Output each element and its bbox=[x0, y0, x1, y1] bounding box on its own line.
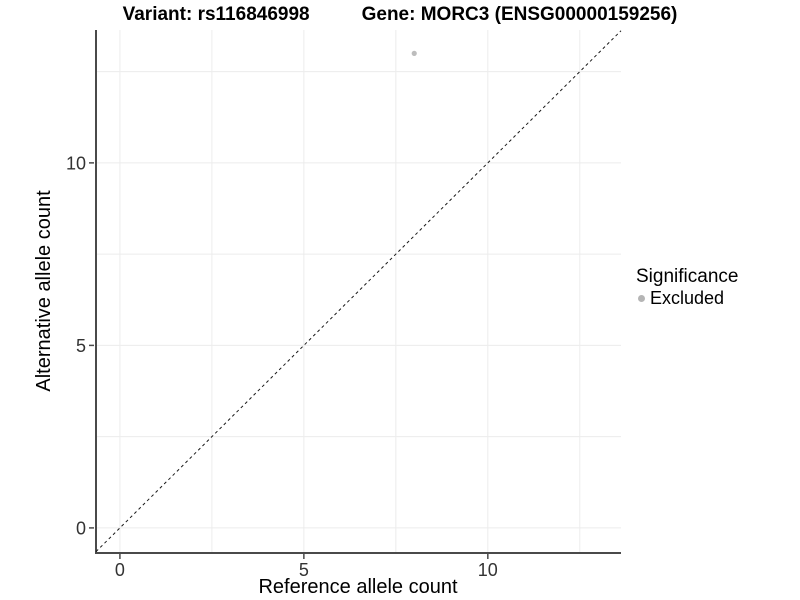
y-tick-label: 5 bbox=[76, 336, 86, 356]
plot-panel-svg: 0 5 10 0 5 10 Reference allele count Alternat… bbox=[33, 30, 622, 598]
legend-title: Significance bbox=[636, 266, 739, 287]
x-tick-label: 5 bbox=[299, 560, 309, 580]
gene-title: Gene: MORC3 (ENSG00000159256) bbox=[361, 4, 678, 25]
x-tick-label: 10 bbox=[478, 560, 498, 580]
legend-item-excluded: Excluded bbox=[636, 288, 738, 308]
legend-key-dot bbox=[638, 294, 645, 302]
x-tick-label: 0 bbox=[115, 560, 125, 580]
legend: Significance Excluded bbox=[636, 266, 738, 308]
y-tick-label: 0 bbox=[76, 518, 86, 538]
data-point bbox=[411, 50, 417, 56]
y-tick-label: 10 bbox=[66, 153, 86, 173]
title-row: Variant: rs116846998 Gene: MORC3 (ENSG00… bbox=[0, 4, 800, 26]
generated-chart-layer: 0 5 10 0 5 10 bbox=[66, 30, 622, 580]
legend-item-label: Excluded bbox=[650, 288, 725, 308]
y-axis-title: Alternative allele count bbox=[33, 190, 55, 392]
variant-title: Variant: rs116846998 bbox=[122, 4, 310, 25]
identity-line bbox=[95, 30, 622, 552]
x-axis-title: Reference allele count bbox=[258, 576, 457, 598]
